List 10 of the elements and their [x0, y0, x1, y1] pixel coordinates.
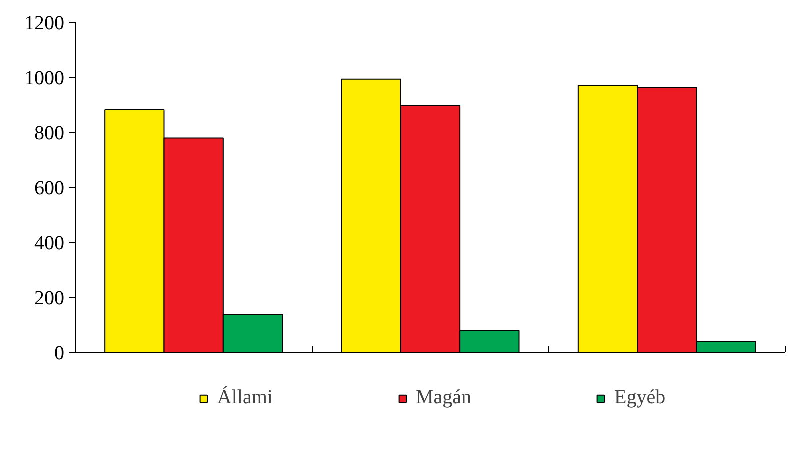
y-tick-label: 400	[34, 232, 64, 254]
legend-label: Magán	[416, 386, 472, 410]
y-tick-label: 1200	[24, 12, 64, 34]
y-tick-label: 800	[34, 122, 64, 144]
y-tick-label: 1000	[24, 68, 64, 90]
y-tick-label: 0	[54, 342, 64, 364]
y-tick-label: 200	[34, 288, 64, 310]
y-tick-label: 600	[34, 178, 64, 200]
legend-label: Állami	[217, 386, 273, 410]
legend-label: Egyéb	[614, 386, 666, 410]
